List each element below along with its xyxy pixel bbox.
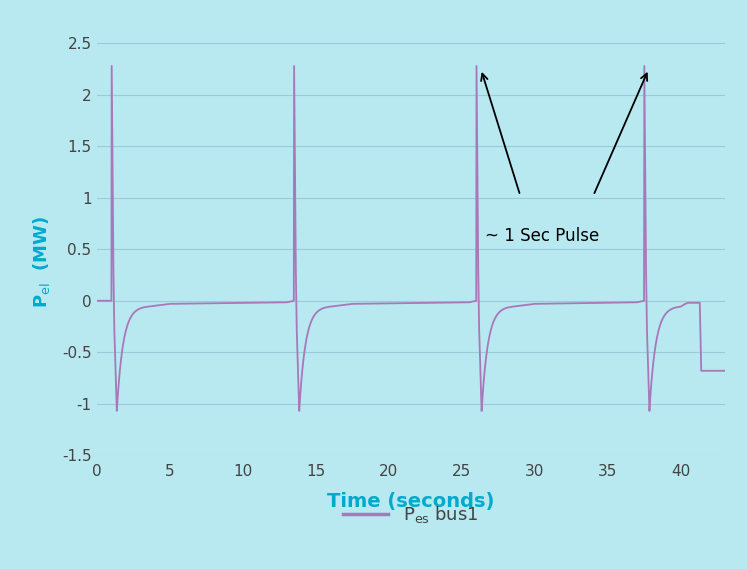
Legend: P$_{\rm es}$ bus1: P$_{\rm es}$ bus1 [336,497,486,533]
X-axis label: Time (seconds): Time (seconds) [327,492,495,512]
Text: P$_{\rm el}$  (MW): P$_{\rm el}$ (MW) [31,216,52,308]
Text: ~ 1 Sec Pulse: ~ 1 Sec Pulse [485,226,599,245]
